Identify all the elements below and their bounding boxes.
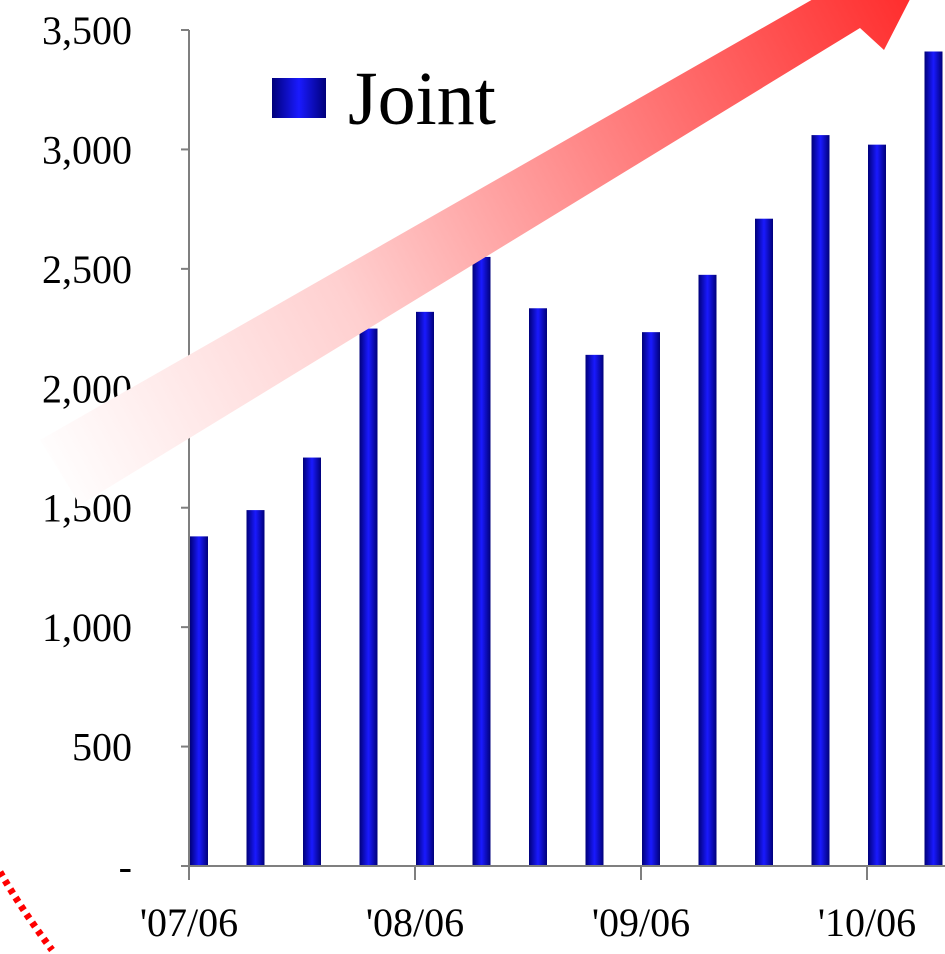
x-tick-label: '10/06 <box>818 900 916 945</box>
trend-arrow-icon <box>40 0 910 505</box>
bar <box>416 311 434 866</box>
bar <box>642 332 660 866</box>
bar <box>924 51 943 867</box>
x-axis-tick-labels: '07/06 '08/06 '09/06 '10/06 <box>140 866 916 945</box>
legend-swatch <box>272 78 326 118</box>
bar <box>529 308 547 867</box>
y-tick-label: 3,000 <box>42 127 132 172</box>
dotted-circle-decoration <box>0 870 55 953</box>
legend: Joint <box>272 57 496 141</box>
x-tick-label: '07/06 <box>140 900 238 945</box>
y-tick-label: - <box>119 844 132 889</box>
bar <box>868 144 886 866</box>
y-tick-label: 2,500 <box>42 247 132 292</box>
x-tick-label: '08/06 <box>366 900 464 945</box>
legend-label-joint: Joint <box>348 57 496 141</box>
bar <box>698 274 717 866</box>
y-tick-label: 1,000 <box>42 605 132 650</box>
bar <box>246 510 265 866</box>
y-tick-label: 3,500 <box>42 8 132 53</box>
bar-series-joint <box>190 51 943 867</box>
x-tick-label: '09/06 <box>592 900 690 945</box>
bar <box>585 354 604 866</box>
bar <box>472 256 491 866</box>
bar <box>359 328 378 867</box>
bar <box>303 457 321 866</box>
bar <box>190 536 208 866</box>
bar <box>811 135 830 866</box>
bar <box>755 218 773 866</box>
y-tick-label: 500 <box>72 725 132 770</box>
